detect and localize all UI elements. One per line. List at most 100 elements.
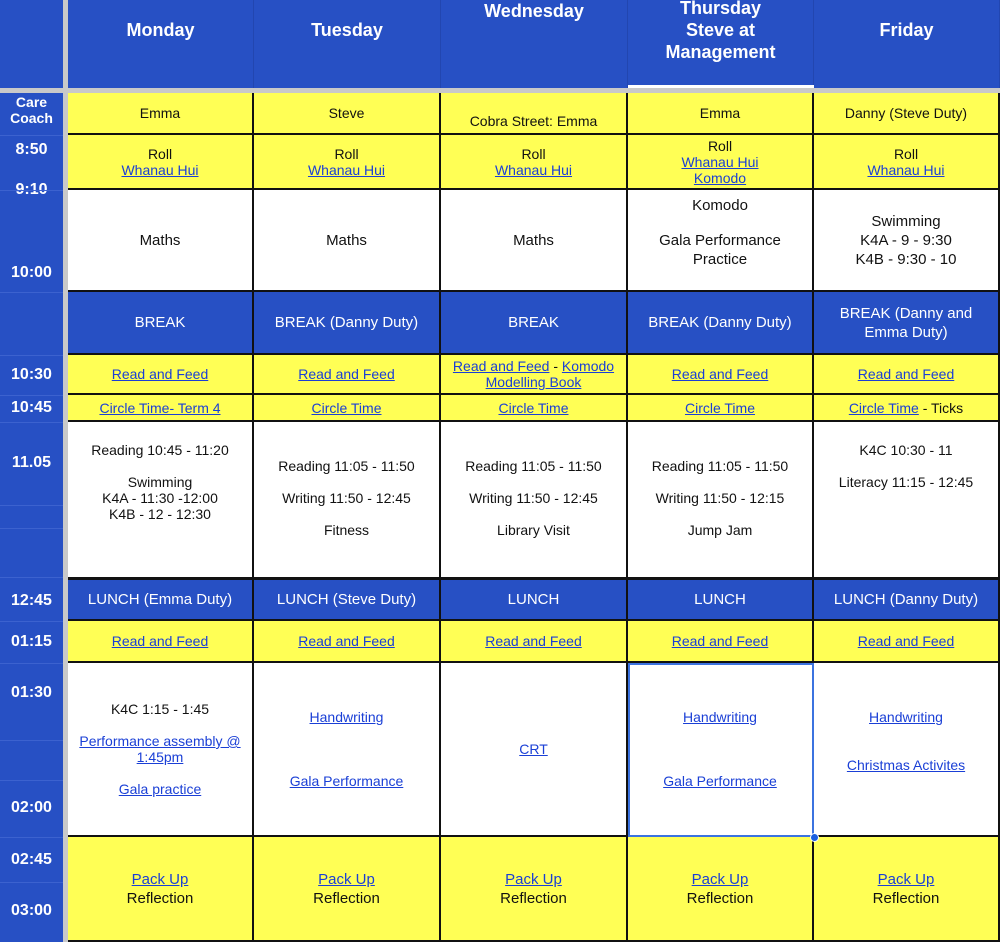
lunch-cell[interactable]: LUNCH (Emma Duty) xyxy=(68,580,254,621)
care-coach-cell[interactable]: Emma xyxy=(628,93,814,135)
cell-link[interactable]: Gala Performance xyxy=(663,773,777,789)
cell-link[interactable]: Pack Up xyxy=(691,870,749,888)
read-and-feed-am-cell[interactable]: Read and Feed xyxy=(254,355,441,395)
lunch-cell[interactable]: LUNCH xyxy=(441,580,628,621)
read-and-feed-pm-cell[interactable]: Read and Feed xyxy=(814,621,1000,663)
cell-link[interactable]: Modelling Book xyxy=(485,374,582,390)
circle-time-cell[interactable]: Circle Time xyxy=(254,395,441,422)
pack-up-cell[interactable]: Pack Up Reflection xyxy=(254,837,441,942)
cell-link[interactable]: Whanau Hui xyxy=(681,153,759,170)
cell-link[interactable]: CRT xyxy=(519,741,548,757)
pack-up-cell[interactable]: Pack Up Reflection xyxy=(814,837,1000,942)
afternoon-cell[interactable]: Handwriting Gala Performance xyxy=(628,663,814,837)
selection-fill-handle[interactable] xyxy=(810,833,819,842)
frozen-column-divider[interactable] xyxy=(63,0,68,942)
cell-link[interactable]: Pack Up xyxy=(505,870,562,888)
read-and-feed-am-cell[interactable]: Read and Feed xyxy=(628,355,814,395)
care-coach-cell[interactable]: Steve xyxy=(254,93,441,135)
cell-link[interactable]: Whanau Hui xyxy=(867,161,945,178)
afternoon-cell[interactable]: CRT xyxy=(441,663,628,837)
cell-link[interactable]: Circle Time xyxy=(498,399,569,416)
cell-link[interactable]: Read and Feed xyxy=(857,366,955,382)
read-and-feed-pm-cell[interactable]: Read and Feed xyxy=(628,621,814,663)
break-cell[interactable]: BREAK (Danny Duty) xyxy=(254,292,441,355)
cell-link[interactable]: Read and Feed xyxy=(111,366,209,382)
day-header-3[interactable]: Thursday Steve at Management xyxy=(628,0,814,85)
maths-cell[interactable]: Swimming K4A - 9 - 9:30 K4B - 9:30 - 10 xyxy=(814,190,1000,292)
care-coach-cell[interactable]: Danny (Steve Duty) xyxy=(814,93,1000,135)
afternoon-cell[interactable]: Handwriting Gala Performance xyxy=(254,663,441,837)
afternoon-cell[interactable]: Handwriting Christmas Activites xyxy=(814,663,1000,837)
frozen-row-divider[interactable] xyxy=(0,88,1000,93)
read-and-feed-pm-cell[interactable]: Read and Feed xyxy=(68,621,254,663)
cell-link[interactable]: 1:45pm xyxy=(136,749,184,765)
cell-link[interactable]: Circle Time- Term 4 xyxy=(99,399,221,416)
maths-cell[interactable]: Maths xyxy=(441,190,628,292)
cell-link[interactable]: Christmas Activites xyxy=(846,757,966,773)
cell-link[interactable]: Handwriting xyxy=(869,709,943,725)
cell-link[interactable]: Circle Time xyxy=(311,399,382,416)
cell-link[interactable]: Read and Feed xyxy=(671,633,769,649)
circle-time-cell[interactable]: Circle Time xyxy=(628,395,814,422)
lunch-cell[interactable]: LUNCH (Danny Duty) xyxy=(814,580,1000,621)
cell-link[interactable]: Gala practice xyxy=(118,781,202,797)
pack-up-cell[interactable]: Pack Up Reflection xyxy=(68,837,254,942)
cell-link[interactable]: Whanau Hui xyxy=(494,161,573,178)
cell-link[interactable]: Pack Up xyxy=(131,870,189,888)
cell-link[interactable]: Komodo xyxy=(561,358,615,374)
cell-link[interactable]: Read and Feed xyxy=(857,633,955,649)
cell-link[interactable]: Whanau Hui xyxy=(121,161,199,178)
cell-link[interactable]: Handwriting xyxy=(309,709,384,725)
maths-cell[interactable]: Maths xyxy=(254,190,441,292)
day-header-4[interactable]: Friday xyxy=(814,0,1000,88)
cell-link[interactable]: Circle Time xyxy=(848,399,919,416)
day-header-0[interactable]: Monday xyxy=(68,0,254,88)
read-and-feed-am-cell[interactable]: Read and Feed xyxy=(68,355,254,395)
read-and-feed-am-cell[interactable]: Read and Feed xyxy=(814,355,1000,395)
day-header-1[interactable]: Tuesday xyxy=(254,0,441,88)
lunch-cell[interactable]: LUNCH xyxy=(628,580,814,621)
circle-time-cell[interactable]: Circle Time xyxy=(441,395,628,422)
cell-link[interactable]: Read and Feed xyxy=(298,633,395,649)
roll-cell[interactable]: Roll Whanau Hui xyxy=(68,135,254,190)
roll-cell[interactable]: Roll Whanau Hui xyxy=(814,135,1000,190)
cell-link[interactable]: Gala Performance xyxy=(289,773,404,789)
care-coach-cell[interactable]: Emma xyxy=(68,93,254,135)
maths-cell[interactable]: Komodo Gala Performance Practice xyxy=(628,190,814,292)
cell-link[interactable]: Read and Feed xyxy=(298,366,395,382)
cell-link[interactable]: Performance assembly @ xyxy=(79,733,241,749)
roll-cell[interactable]: Roll Whanau Hui xyxy=(441,135,628,190)
read-and-feed-am-cell[interactable]: Read and Feed - Komodo Modelling Book xyxy=(441,355,628,395)
roll-cell[interactable]: Roll Whanau Hui Komodo xyxy=(628,135,814,190)
lunch-cell[interactable]: LUNCH (Steve Duty) xyxy=(254,580,441,621)
cell-link[interactable]: Pack Up xyxy=(877,870,935,888)
break-cell[interactable]: BREAK (Danny Duty) xyxy=(628,292,814,355)
pack-up-cell[interactable]: Pack Up Reflection xyxy=(628,837,814,942)
literacy-cell[interactable]: Reading 10:45 - 11:20 Swimming K4A - 11:30… xyxy=(68,422,254,580)
literacy-cell[interactable]: Reading 11:05 - 11:50 Writing 11:50 - 12:… xyxy=(254,422,441,580)
break-cell[interactable]: BREAK xyxy=(441,292,628,355)
circle-time-cell[interactable]: Circle Time - Ticks xyxy=(814,395,1000,422)
circle-time-cell[interactable]: Circle Time- Term 4 xyxy=(68,395,254,422)
cell-link[interactable]: Pack Up xyxy=(318,870,375,888)
cell-link[interactable]: Read and Feed xyxy=(671,366,769,382)
break-cell[interactable]: BREAK xyxy=(68,292,254,355)
break-cell[interactable]: BREAK (Danny and Emma Duty) xyxy=(814,292,1000,355)
cell-link[interactable]: Whanau Hui xyxy=(307,161,386,178)
cell-link[interactable]: Handwriting xyxy=(683,709,757,725)
literacy-cell[interactable]: Reading 11:05 - 11:50 Writing 11:50 - 12:… xyxy=(441,422,628,580)
afternoon-cell[interactable]: K4C 1:15 - 1:45 Performance assembly @1:4… xyxy=(68,663,254,837)
day-header-2[interactable]: Wednesday xyxy=(441,0,628,88)
roll-cell[interactable]: Roll Whanau Hui xyxy=(254,135,441,190)
cell-link[interactable]: Read and Feed xyxy=(111,633,209,649)
cell-link[interactable]: Read and Feed xyxy=(452,358,550,374)
cell-link[interactable]: Read and Feed xyxy=(485,633,582,649)
maths-cell[interactable]: Maths xyxy=(68,190,254,292)
read-and-feed-pm-cell[interactable]: Read and Feed xyxy=(254,621,441,663)
cell-link[interactable]: Komodo xyxy=(693,169,747,186)
care-coach-cell[interactable]: Cobra Street: Emma xyxy=(441,93,628,135)
read-and-feed-pm-cell[interactable]: Read and Feed xyxy=(441,621,628,663)
literacy-cell[interactable]: K4C 10:30 - 11 Literacy 11:15 - 12:45 xyxy=(814,422,1000,580)
cell-link[interactable]: Circle Time xyxy=(684,399,755,416)
pack-up-cell[interactable]: Pack Up Reflection xyxy=(441,837,628,942)
